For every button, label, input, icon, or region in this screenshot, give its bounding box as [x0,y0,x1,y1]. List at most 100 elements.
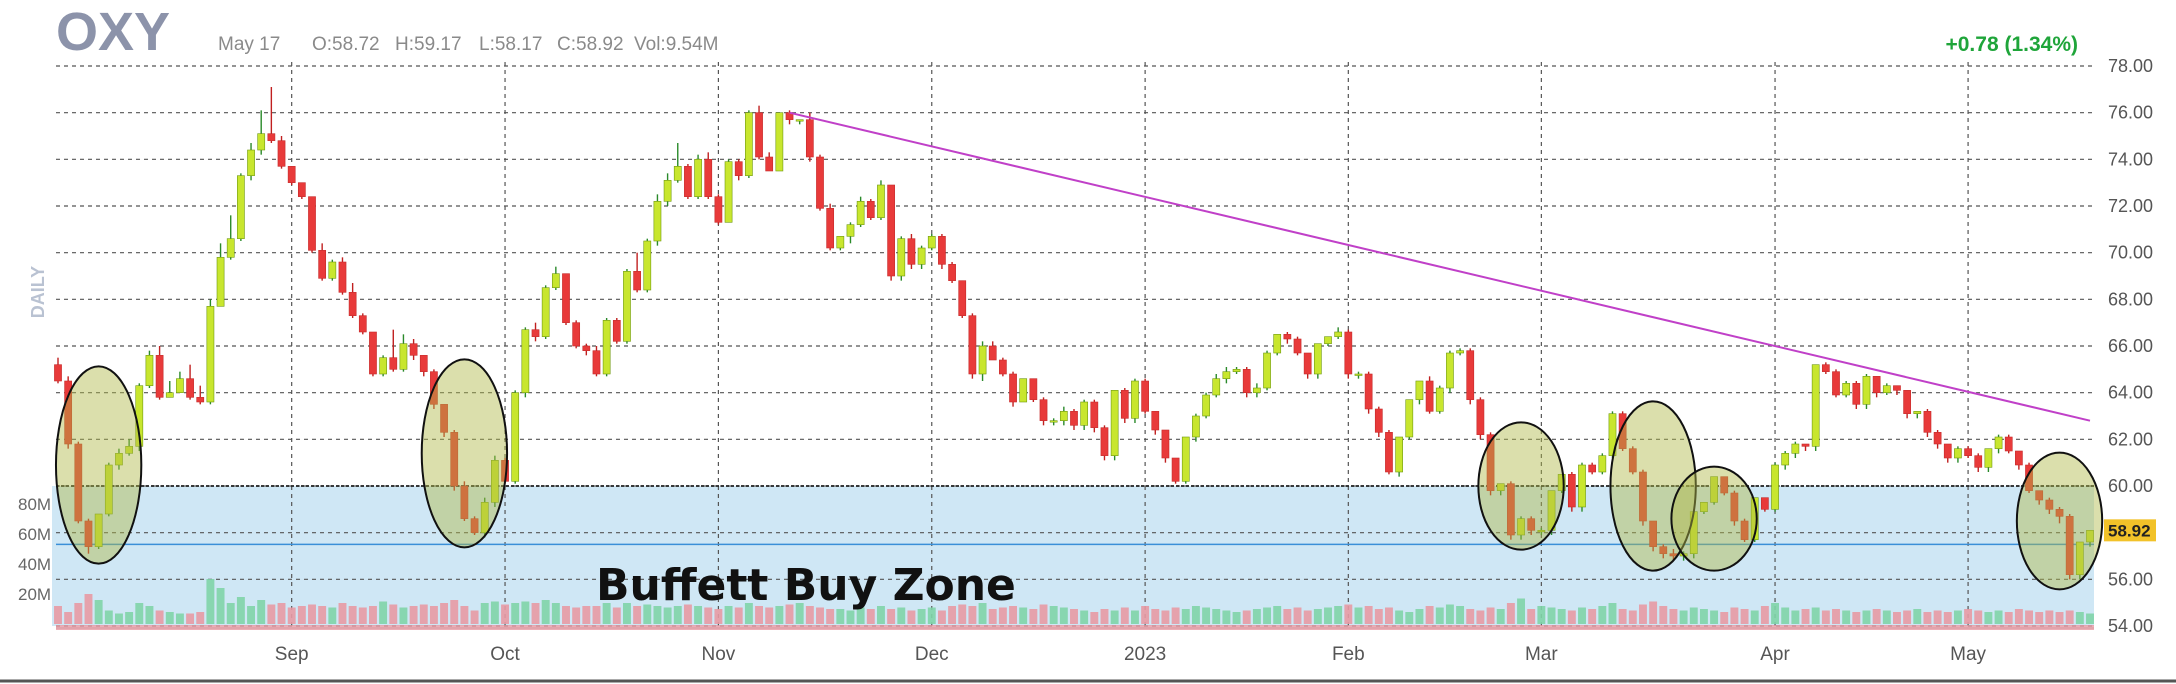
volume-bar [1760,606,1769,624]
volume-bar [429,606,438,624]
volume-bar [1232,612,1241,624]
last-price-label: 58.92 [2108,521,2151,540]
volume-bar [897,607,906,624]
candle-body [866,201,875,218]
candle-body [1354,373,1363,376]
candle-body [1811,364,1820,447]
highlight-circle [1477,421,1565,551]
volume-bar [714,609,723,624]
volume-bar [1049,606,1058,624]
candle-body [1994,436,2003,449]
volume-bar [1953,610,1962,624]
candle-body [1923,411,1932,433]
volume-bar [937,610,946,624]
candle-body [206,306,215,403]
candle-body [1618,413,1627,449]
candle-body [684,166,692,197]
candle-body [2035,490,2044,501]
candle-body [1131,380,1139,419]
candle-body [1334,331,1343,337]
candle-body [1324,336,1332,344]
highlight-circle [54,365,143,565]
candle-body [1984,448,1993,468]
volume-bar [1740,609,1749,624]
volume-bar [683,604,692,624]
candle-body [1293,338,1302,354]
volume-bar [978,603,987,624]
candle-body [1649,520,1657,547]
candle-body [1954,448,1962,459]
date-tick-label: Nov [702,644,736,665]
candle-body [755,112,763,158]
volume-bar [1303,610,1312,624]
volume-bar [1364,606,1373,624]
candle-body [1740,520,1749,540]
candle-body [673,166,682,181]
highlight-circles [54,358,2104,591]
candle-body [409,343,418,356]
candle-body [277,140,286,167]
volume-bar [2075,612,2084,624]
candle-body [369,331,377,375]
volume-bar [622,603,631,624]
price-tick-label: 64.00 [2108,383,2153,403]
volume-bar [511,603,520,624]
volume-bar [2004,612,2013,624]
candle-body [856,201,865,225]
volume-bar [1730,607,1739,624]
candle-body [612,320,621,342]
candle-body [551,273,560,288]
candle-body [226,238,235,258]
interval-label: DAILY [28,266,48,318]
price-tick-label: 66.00 [2108,336,2153,356]
volume-bar [1445,604,1454,624]
candle-body [216,257,225,307]
volume-bar [1537,606,1546,624]
volume-bar [1547,607,1556,624]
candle-body [328,261,337,279]
candle-body [1232,369,1241,372]
ticker-symbol: OXY [56,2,170,62]
volume-bar [114,613,123,624]
volume-bar [907,610,916,624]
candle-body [1466,350,1475,400]
volume-bar [541,600,550,624]
candle-body [196,397,205,403]
candle-body [897,238,906,277]
downtrend-line [789,111,2091,422]
price-tick-label: 62.00 [2108,429,2153,449]
volume-bar [1984,612,1993,624]
candle-body [1059,411,1068,421]
candle-body [480,502,489,533]
volume-bar [927,607,936,624]
candle-body [1303,352,1312,375]
price-tick-label: 74.00 [2108,149,2153,169]
candle-body [1517,518,1525,536]
buffett-buy-zone-band [52,486,2094,626]
candle-body [1161,429,1170,459]
volume-bar [775,606,784,624]
candle-body [84,520,93,547]
candle-body [1659,546,1668,554]
candle-body [1364,373,1373,410]
volume-bar [1903,610,1912,624]
candle-body [379,357,387,375]
volume-bar [1344,604,1353,624]
volume-bar [1181,609,1190,624]
candle-body [1842,383,1851,396]
volume-bar [409,606,418,624]
volume-bar [1781,607,1790,624]
volume-bar [1923,612,1932,624]
candlesticks [54,87,2094,580]
volume-bar [1862,610,1871,624]
volume-bar [135,603,144,624]
candle-body [2065,516,2074,575]
volume-bar [1913,609,1922,624]
candle-body [1639,471,1647,522]
volume-bar [74,603,83,624]
volume-tick-label: 60M [18,525,51,544]
volume-bar [663,607,672,624]
candle-body [694,159,702,197]
volume-bar [1100,609,1109,624]
